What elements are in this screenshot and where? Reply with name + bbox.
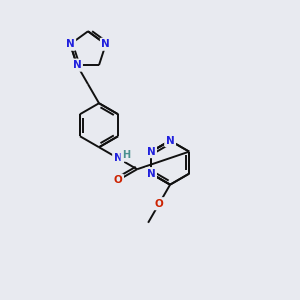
Text: O: O [114,175,122,185]
Text: H: H [122,150,130,160]
Text: O: O [155,199,164,209]
Text: N: N [73,60,81,70]
Text: N: N [147,169,155,178]
Text: N: N [66,39,75,49]
Text: N: N [166,136,175,146]
Text: N: N [114,153,122,163]
Text: N: N [101,39,110,49]
Text: N: N [147,147,155,157]
